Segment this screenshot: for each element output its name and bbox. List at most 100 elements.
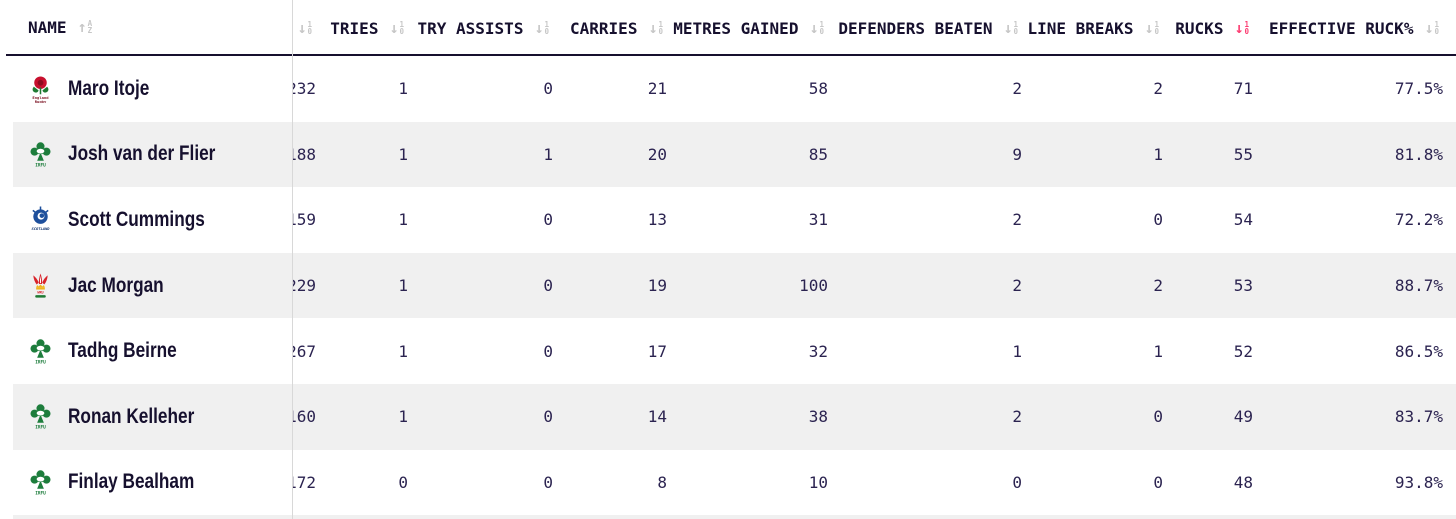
cell-metres_gained: 38 xyxy=(808,407,828,427)
svg-text:IRFU: IRFU xyxy=(35,162,46,168)
svg-text:WRU: WRU xyxy=(37,291,43,295)
column-header-carries[interactable]: CARRIES ↓ 1 0 xyxy=(570,8,663,48)
cell-carries: 17 xyxy=(647,341,667,361)
player-name-cell: WRU Jac Morgan xyxy=(0,252,292,319)
cell-effective_ruck_pct: 81.8% xyxy=(1394,144,1443,164)
player-name: Maro Itoje xyxy=(68,76,150,100)
column-label: METRES GAINED xyxy=(673,18,799,38)
player-name-cell: IRFU Finlay Bealham xyxy=(0,449,292,516)
cell-tries: 1 xyxy=(398,276,408,296)
column-label: RUCKS xyxy=(1175,18,1224,38)
cell-line_breaks: 2 xyxy=(1153,79,1163,99)
cell-defenders_beaten: 2 xyxy=(1012,79,1022,99)
sort-icon-numeric-rucks: ↓ 1 0 xyxy=(1234,18,1249,37)
player-name: Jac Morgan xyxy=(68,273,164,297)
sort-icon-numeric-carries: ↓ 1 0 xyxy=(648,18,663,37)
player-name-cell: IRFU Josh van der Flier xyxy=(0,121,292,188)
irfu-shamrock-icon: IRFU xyxy=(28,402,53,431)
player-name-cell: IRFU Ronan Kelleher xyxy=(0,383,292,450)
cell-try_assists: 0 xyxy=(543,210,553,230)
sort-icon-numeric-defenders_beaten: ↓ 1 0 xyxy=(1003,18,1018,37)
cell-effective_ruck_pct: 83.7% xyxy=(1394,407,1443,427)
player-name: Scott Cummings xyxy=(68,207,205,231)
cell-stat0: 229 xyxy=(287,276,316,296)
player-name-cell xyxy=(0,515,292,519)
column-label: NAME xyxy=(28,17,67,37)
cell-rucks: 48 xyxy=(1233,472,1253,492)
player-name: Tadhg Beirne xyxy=(68,339,177,363)
column-header-effective_ruck_pct[interactable]: EFFECTIVE RUCK% ↓ 1 0 xyxy=(1269,8,1439,48)
column-header-name[interactable]: NAME ↑ A Z xyxy=(0,0,292,54)
cell-carries: 21 xyxy=(647,79,667,99)
svg-text:SCOTLAND: SCOTLAND xyxy=(31,228,50,232)
cell-effective_ruck_pct: 93.8% xyxy=(1394,472,1443,492)
player-name-cell: England Rugby Maro Itoje xyxy=(0,56,292,122)
row-stripe xyxy=(13,515,1456,519)
cell-line_breaks: 2 xyxy=(1153,276,1163,296)
sort-icon-alpha-name: ↑ A Z xyxy=(77,17,93,36)
cell-stat0: 188 xyxy=(287,144,316,164)
player-name-cell: IRFU Tadhg Beirne xyxy=(0,318,292,384)
cell-metres_gained: 32 xyxy=(808,341,828,361)
table-row: 172 0 0 8 10 0 0 48 93.8% IRFU Finlay Bealham xyxy=(0,449,1456,516)
cell-defenders_beaten: 0 xyxy=(1012,472,1022,492)
cell-defenders_beaten: 2 xyxy=(1012,276,1022,296)
svg-text:IRFU: IRFU xyxy=(35,490,46,496)
column-header-defenders_beaten[interactable]: DEFENDERS BEATEN ↓ 1 0 xyxy=(838,8,1018,48)
table-header: NAME ↑ A Z ↓ 1 0 TRIES ↓ 1 0 TRY ASSISTS ↓ 1 0 CARRIES ↓… xyxy=(0,0,1456,56)
cell-stat0: 267 xyxy=(287,341,316,361)
cell-rucks: 49 xyxy=(1233,407,1253,427)
cell-carries: 20 xyxy=(647,144,667,164)
cell-rucks: 54 xyxy=(1233,210,1253,230)
cell-defenders_beaten: 9 xyxy=(1012,144,1022,164)
cell-stat0: 232 xyxy=(287,79,316,99)
column-header-try_assists[interactable]: TRY ASSISTS ↓ 1 0 xyxy=(417,8,549,48)
table-row: 232 1 0 21 58 2 2 71 77.5% England Rugby Maro Itoje xyxy=(0,56,1456,122)
column-label: EFFECTIVE RUCK% xyxy=(1268,18,1414,38)
column-header-stat0[interactable]: ↓ 1 0 xyxy=(297,8,312,48)
cell-effective_ruck_pct: 77.5% xyxy=(1394,79,1443,99)
player-name-cell: SCOTLAND Scott Cummings xyxy=(0,187,292,253)
cell-tries: 1 xyxy=(398,407,408,427)
column-divider xyxy=(292,0,293,519)
table-row: 188 1 1 20 85 9 1 55 81.8% IRFU Josh van der Flier xyxy=(0,121,1456,188)
cell-line_breaks: 0 xyxy=(1153,472,1163,492)
column-header-tries[interactable]: TRIES ↓ 1 0 xyxy=(330,8,404,48)
scotland-thistle-icon: SCOTLAND xyxy=(28,205,53,234)
cell-line_breaks: 0 xyxy=(1153,407,1163,427)
cell-line_breaks: 0 xyxy=(1153,210,1163,230)
player-name: Josh van der Flier xyxy=(68,142,216,166)
table-row: 267 1 0 17 32 1 1 52 86.5% IRFU Tadhg Beirne xyxy=(0,318,1456,384)
cell-metres_gained: 85 xyxy=(808,144,828,164)
cell-effective_ruck_pct: 88.7% xyxy=(1394,276,1443,296)
cell-effective_ruck_pct: 86.5% xyxy=(1394,341,1443,361)
cell-stat0: 160 xyxy=(287,407,316,427)
cell-tries: 1 xyxy=(398,79,408,99)
cell-try_assists: 0 xyxy=(543,341,553,361)
column-label: TRIES xyxy=(330,18,379,38)
column-label: TRY ASSISTS xyxy=(417,18,524,38)
column-header-metres_gained[interactable]: METRES GAINED ↓ 1 0 xyxy=(673,8,824,48)
column-header-line_breaks[interactable]: LINE BREAKS ↓ 1 0 xyxy=(1027,8,1159,48)
cell-carries: 19 xyxy=(647,276,667,296)
svg-text:IRFU: IRFU xyxy=(35,359,46,365)
sort-icon-numeric-tries: ↓ 1 0 xyxy=(389,18,404,37)
sort-icon-numeric-metres_gained: ↓ 1 0 xyxy=(809,18,824,37)
cell-defenders_beaten: 2 xyxy=(1012,210,1022,230)
svg-text:England: England xyxy=(32,95,49,100)
column-header-rucks[interactable]: RUCKS ↓ 1 0 xyxy=(1175,8,1249,48)
cell-carries: 8 xyxy=(657,472,667,492)
table-row-partial xyxy=(0,515,1456,519)
cell-rucks: 52 xyxy=(1233,341,1253,361)
wru-feathers-icon: WRU xyxy=(28,271,53,300)
sort-icon-numeric-effective_ruck_pct: ↓ 1 0 xyxy=(1424,18,1439,37)
sort-icon-numeric-line_breaks: ↓ 1 0 xyxy=(1144,18,1159,37)
cell-tries: 1 xyxy=(398,341,408,361)
cell-rucks: 71 xyxy=(1233,79,1253,99)
cell-carries: 13 xyxy=(647,210,667,230)
england-rose-icon: England Rugby xyxy=(28,74,53,103)
cell-tries: 1 xyxy=(398,144,408,164)
table-row: 160 1 0 14 38 2 0 49 83.7% IRFU Ronan Kelleher xyxy=(0,383,1456,450)
sort-icon-numeric-stat0: ↓ 1 0 xyxy=(297,18,312,37)
